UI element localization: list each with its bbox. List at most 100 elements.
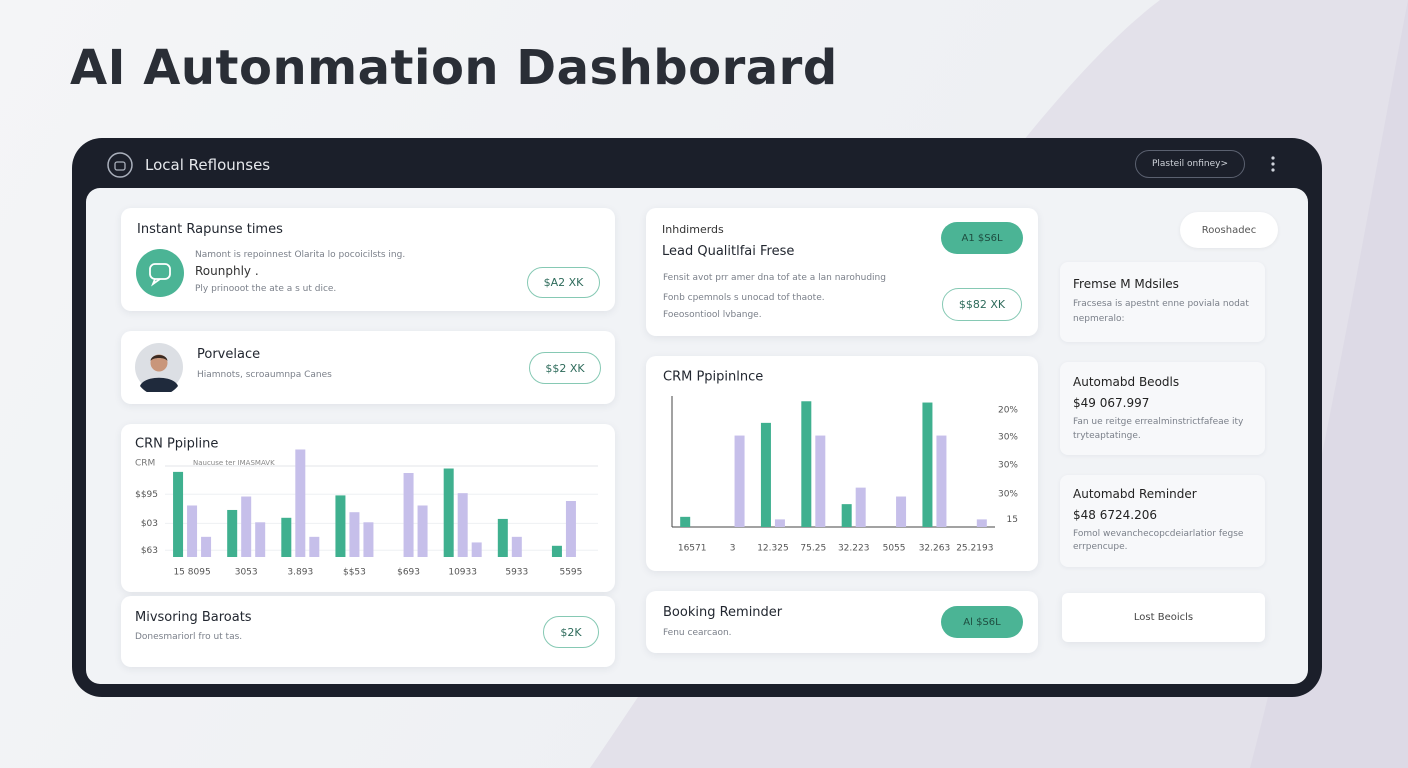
card-text: Namont is repoinnest Olarita lo pocoicil…: [195, 250, 406, 260]
window-button[interactable]: Plasteil onfiney>: [1135, 150, 1245, 178]
card-text: Fonb cpemnols s unocad tof thaote.: [663, 293, 825, 303]
x-tick-label: 25.2193: [956, 544, 993, 554]
bar: [403, 473, 414, 557]
x-tick-label: 32.223: [838, 544, 870, 554]
y-tick-label: 30%: [998, 460, 1018, 470]
bar: [734, 435, 745, 527]
bar: [760, 422, 771, 527]
y-tick-label: $63: [141, 546, 158, 556]
chart-card: CRM Ppipinlnce 20% 30% 30% 30% 15 16571 3 12.325…: [646, 356, 1038, 571]
card-text: nepmeralo:: [1073, 314, 1125, 324]
lead-card: Inhdimerds Lead Qualitlfai Frese A1 $S6L…: [646, 208, 1038, 336]
bar: [173, 471, 184, 557]
card-kicker: Inhdimerds: [662, 223, 724, 236]
bar: [896, 496, 907, 527]
bar: [511, 536, 522, 557]
bar: [497, 518, 508, 557]
card-text: Rounphly .: [195, 264, 259, 278]
window-title: Local Reflounses: [145, 156, 271, 174]
response-card: Instant Rapunse times Namont is repoinne…: [121, 208, 615, 311]
card-title: Automabd Reminder: [1073, 487, 1197, 501]
value-pill[interactable]: $2K: [543, 616, 599, 648]
profile-card: Porvelace Hiamnots, scroaumnpa Canes $$2…: [121, 331, 615, 404]
info-card: Fremse M Mdsiles Fracsesa is apestnt enn…: [1060, 262, 1265, 342]
card-text: Ply prinooot the ate a s ut dice.: [195, 284, 337, 294]
x-tick-label: 15 8095: [173, 568, 210, 578]
y-tick-label: 15: [1007, 515, 1018, 525]
bar: [241, 496, 252, 557]
x-tick-label: 75.25: [800, 544, 826, 554]
chart-card: CRN Ppipline CRM Naucuse ter IMASMAVK $$95 $…: [121, 424, 615, 592]
card-text: tryteaptatinge.: [1073, 431, 1141, 441]
chart-title: CRN Ppipline: [135, 437, 218, 452]
value-pill[interactable]: $A2 XK: [527, 267, 600, 298]
bar: [936, 435, 947, 527]
card-title: Fremse M Mdsiles: [1073, 277, 1179, 291]
status-pill[interactable]: Al $S6L: [941, 606, 1023, 638]
card-text: Foeosontiool lvbange.: [663, 310, 762, 320]
bar: [281, 517, 292, 557]
card-text: Donesmariorl fro ut tas.: [135, 632, 243, 642]
chat-icon: [136, 249, 184, 297]
page-title: AI Autonmation Dashborard: [70, 40, 838, 96]
bar: [295, 449, 306, 557]
annotation: Naucuse ter IMASMAVK: [193, 459, 275, 467]
card-text: errpencupe.: [1073, 542, 1128, 552]
bar: [565, 501, 576, 557]
card-title: Porvelace: [197, 347, 261, 362]
card-title: Instant Rapunse times: [137, 222, 283, 237]
card-text: Fan ue reitge errealminstrictfafeae ity: [1073, 417, 1244, 427]
x-tick-label: 5595: [559, 568, 582, 578]
card-text: Fenu cearcaon.: [663, 628, 732, 638]
axis-label: CRM: [135, 459, 155, 469]
bar: [815, 435, 826, 527]
x-tick-label: 10933: [448, 568, 477, 578]
window-icon: [107, 152, 133, 178]
bar: [201, 536, 212, 557]
x-tick-label: $$53: [343, 568, 366, 578]
x-tick-label: $693: [397, 568, 420, 578]
card-title: Booking Reminder: [663, 605, 783, 620]
value-pill[interactable]: $$82 XK: [942, 288, 1022, 321]
bar: [680, 516, 691, 527]
x-tick-label: 3053: [235, 568, 258, 578]
info-card: Automabd Beodls $49 067.997 Fan ue reitg…: [1060, 362, 1265, 455]
bar: [774, 519, 785, 527]
card-amount: $49 067.997: [1073, 396, 1150, 410]
bar: [349, 512, 360, 557]
value-pill[interactable]: $$2 XK: [529, 352, 601, 384]
bar: [187, 505, 198, 557]
chart-title: CRM Ppipinlnce: [663, 370, 763, 385]
menu-dots[interactable]: [1266, 154, 1280, 176]
y-tick-label: 30%: [998, 489, 1018, 499]
bar: [922, 402, 933, 527]
y-tick-label: 30%: [998, 432, 1018, 442]
x-tick-label: 16571: [678, 544, 707, 554]
y-tick-label: $$95: [135, 490, 158, 500]
x-tick-label: 3.893: [287, 568, 313, 578]
card-title: Mivsoring Baroats: [135, 610, 252, 625]
bar: [841, 504, 852, 527]
bar: [976, 519, 987, 527]
bar: [309, 536, 320, 557]
card-title: Lead Qualitlfai Frese: [662, 244, 795, 259]
x-tick-label: 5055: [883, 544, 906, 554]
bar: [801, 401, 812, 527]
missing-card: Mivsoring Baroats Donesmariorl fro ut ta…: [121, 596, 615, 667]
x-tick-label: 3: [730, 544, 736, 554]
info-card: Automabd Reminder $48 6724.206 Fomol wev…: [1060, 475, 1265, 567]
lost-card[interactable]: Lost Beoicls: [1062, 593, 1265, 642]
card-amount: $48 6724.206: [1073, 508, 1157, 522]
bar: [363, 522, 374, 557]
avatar: [135, 343, 183, 392]
x-tick-label: 12.325: [757, 544, 789, 554]
bar-chart: CRN Ppipline CRM Naucuse ter IMASMAVK $$95 $…: [135, 437, 598, 578]
right-button[interactable]: Rooshadec: [1180, 212, 1278, 248]
y-tick-label: $03: [141, 519, 158, 529]
x-tick-label: 32.263: [919, 544, 951, 554]
card-text: Fomol wevanchecopcdeiarlatior fegse: [1073, 529, 1244, 539]
bar: [417, 505, 428, 557]
status-pill[interactable]: A1 $S6L: [941, 222, 1023, 254]
card-text: Fensit avot prr amer dna tof ate a lan n…: [663, 273, 886, 283]
